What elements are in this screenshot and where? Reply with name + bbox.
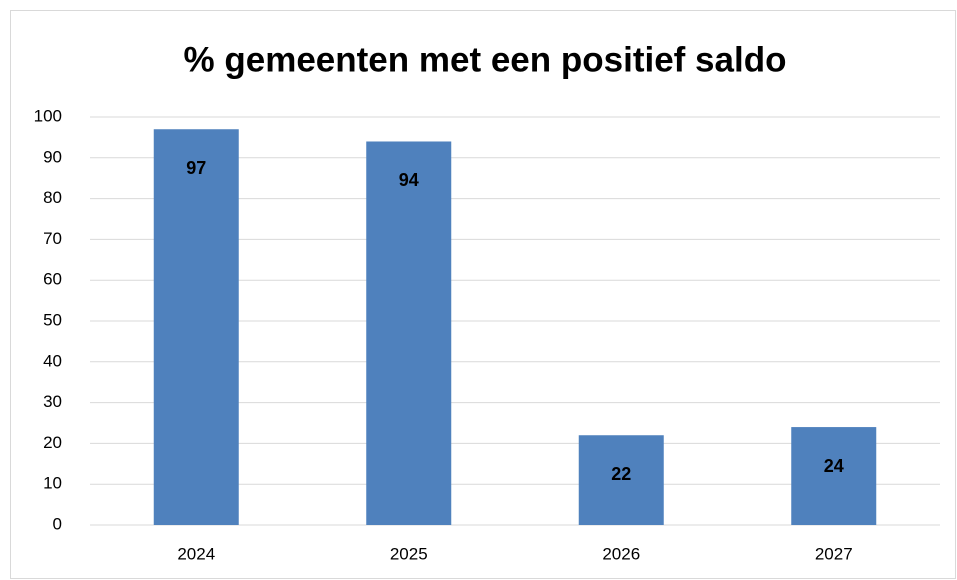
- y-tick-label: 70: [43, 229, 62, 248]
- y-tick-label: 10: [43, 474, 62, 493]
- bar: [791, 427, 877, 525]
- data-label: 97: [186, 158, 206, 178]
- y-tick-label: 20: [43, 433, 62, 452]
- bar: [366, 141, 452, 526]
- bar: [578, 435, 664, 525]
- data-label: 22: [611, 464, 631, 484]
- y-tick-label: 30: [43, 392, 62, 411]
- y-tick-label: 50: [43, 310, 62, 329]
- bar: [153, 129, 239, 526]
- data-label: 24: [824, 456, 844, 476]
- x-tick-label: 2026: [602, 544, 640, 563]
- y-tick-label: 60: [43, 270, 62, 289]
- x-tick-label: 2025: [390, 544, 428, 563]
- y-tick-label: 90: [43, 147, 62, 166]
- y-tick-label: 100: [34, 106, 62, 125]
- y-tick-label: 80: [43, 188, 62, 207]
- chart-title: % gemeenten met een positief saldo: [184, 40, 787, 79]
- y-tick-label: 0: [53, 514, 62, 533]
- x-tick-label: 2024: [177, 544, 215, 563]
- data-label: 94: [399, 170, 419, 190]
- x-tick-label: 2027: [815, 544, 853, 563]
- y-tick-label: 40: [43, 351, 62, 370]
